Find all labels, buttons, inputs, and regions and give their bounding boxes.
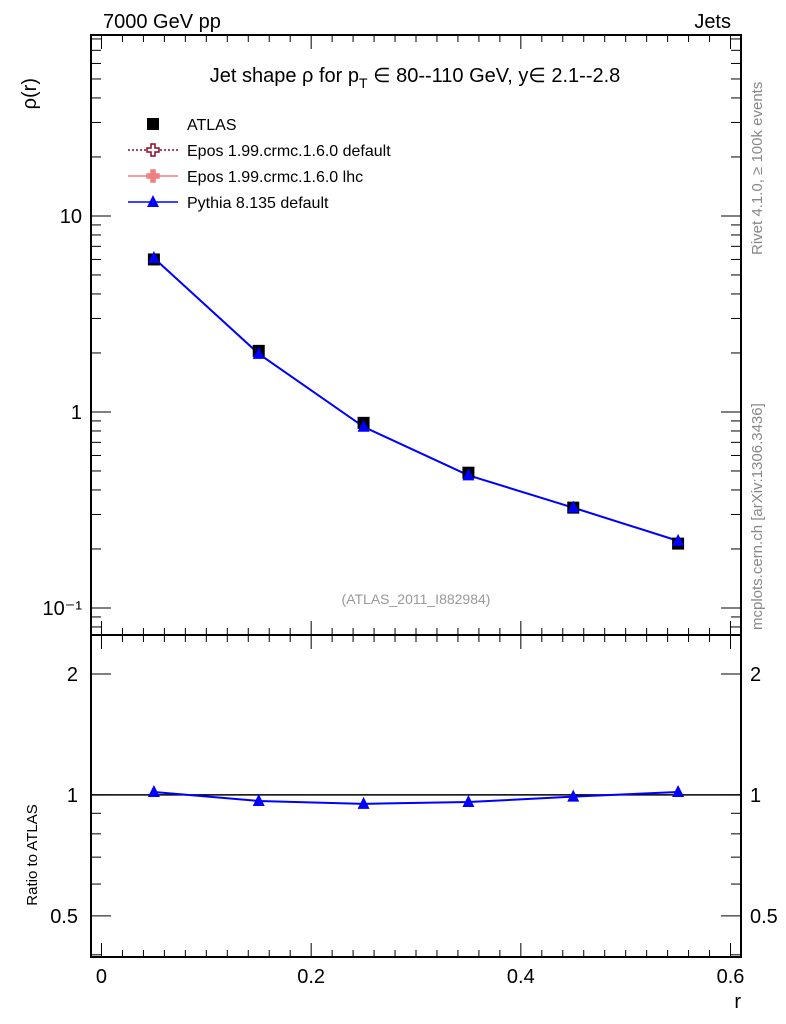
legend-cross-marker xyxy=(146,143,160,157)
ratio-frame xyxy=(90,634,742,958)
legend-cross-marker xyxy=(146,169,160,183)
ratio-y-tick-label: 0.5 xyxy=(50,906,78,928)
ratio-y-tick-label-right: 2 xyxy=(750,664,761,686)
legend-triangle-marker xyxy=(147,195,159,207)
ratio-point xyxy=(147,784,160,797)
ratio-line xyxy=(153,790,679,805)
chart-title: Jet shape ρ for pT ∈ 80--110 GeV, y∈ 2.1… xyxy=(210,65,621,91)
y-tick-label: 10 xyxy=(60,206,82,228)
mcplots-label: mcplots.cern.ch [arXiv:1306.3436] xyxy=(749,403,766,630)
ratio-point xyxy=(357,796,370,809)
x-tick-label: 0.2 xyxy=(297,966,325,988)
pythia-point xyxy=(672,533,685,546)
legend-atlas-marker xyxy=(147,118,159,130)
legend-label: ATLAS xyxy=(187,117,237,134)
legend-label: Epos 1.99.crmc.1.6.0 default xyxy=(187,143,391,160)
ratio-point xyxy=(462,795,475,808)
legend-label: Epos 1.99.crmc.1.6.0 lhc xyxy=(187,169,363,186)
pythia-point xyxy=(147,251,160,264)
ratio-point xyxy=(252,793,265,806)
ratio-y-axis-label: Ratio to ATLAS xyxy=(24,804,41,905)
y-tick-label: 1 xyxy=(71,402,82,424)
pythia-line xyxy=(153,257,679,542)
analysis-annotation: (ATLAS_2011_I882984) xyxy=(342,591,491,607)
rivet-label: Rivet 4.1.0, ≥ 100k events xyxy=(749,82,766,255)
y-axis-label: ρ(r) xyxy=(19,78,41,109)
x-tick-label: 0 xyxy=(96,966,107,988)
ratio-point xyxy=(672,784,685,797)
y-tick-label: 10⁻¹ xyxy=(43,598,83,620)
ratio-y-tick-label: 2 xyxy=(67,664,78,686)
ratio-y-tick-label-right: 0.5 xyxy=(750,906,778,928)
pythia-point xyxy=(357,419,370,432)
legend-label: Pythia 8.135 default xyxy=(187,195,329,212)
ratio-y-tick-label: 1 xyxy=(67,785,78,807)
ratio-y-tick-label-right: 1 xyxy=(750,785,761,807)
header-jets: Jets xyxy=(694,11,731,33)
pythia-point xyxy=(252,346,265,359)
pythia-point xyxy=(462,468,475,481)
x-axis-label: r xyxy=(734,991,741,1013)
pythia-point xyxy=(567,500,580,513)
x-tick-label: 0.4 xyxy=(507,966,535,988)
ratio-point xyxy=(567,789,580,802)
x-tick-label: 0.6 xyxy=(717,966,745,988)
header-energy: 7000 GeV pp xyxy=(103,11,221,33)
